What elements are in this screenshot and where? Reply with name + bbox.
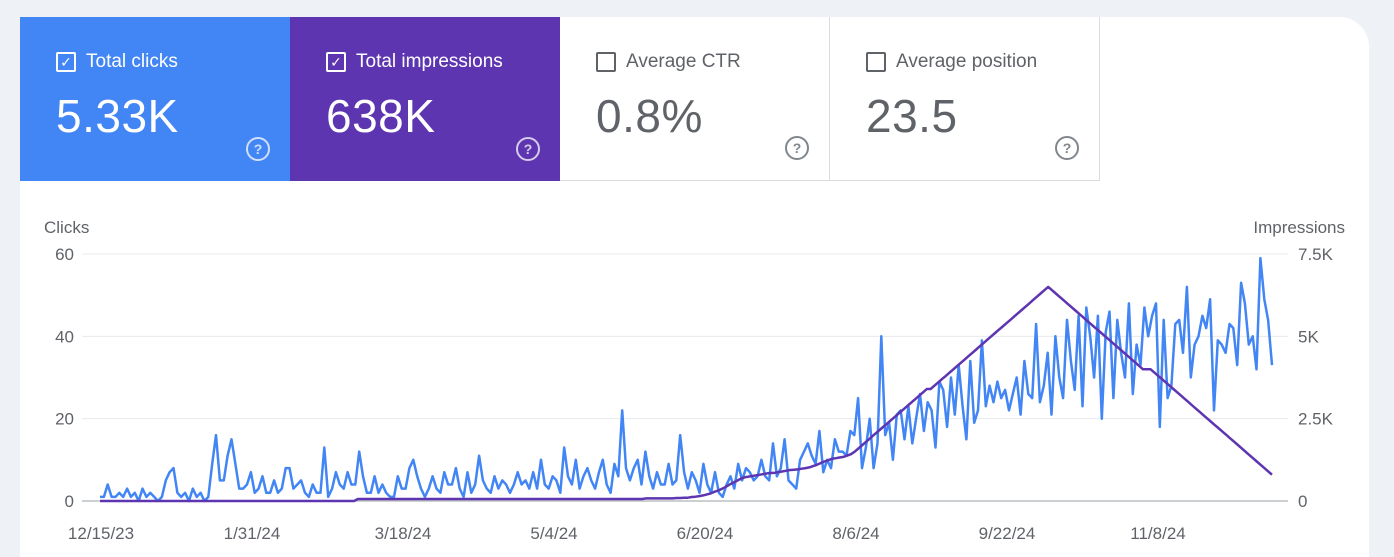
metric-card-total-clicks[interactable]: ✓ Total clicks 5.33K ? [20, 17, 290, 181]
checkbox-icon[interactable]: ✓ [56, 52, 76, 72]
help-circle-icon[interactable]: ? [246, 137, 270, 161]
right-axis-title: Impressions [1253, 218, 1345, 237]
x-axis-tick-label: 6/20/24 [677, 524, 734, 542]
checkbox-icon[interactable] [596, 52, 616, 72]
x-axis-tick-label: 9/22/24 [979, 524, 1036, 542]
x-axis-tick-label: 11/8/24 [1130, 524, 1185, 542]
left-axis-tick-label: 20 [55, 410, 74, 429]
card-label: Total clicks [86, 51, 178, 72]
left-axis-title: Clicks [44, 218, 89, 237]
x-axis-tick-label: 8/6/24 [832, 524, 879, 542]
left-axis-ticks: 0 20 40 60 [55, 245, 74, 511]
x-axis-tick-label: 12/15/23 [68, 524, 134, 542]
metric-card-average-position[interactable]: Average position 23.5 ? [830, 17, 1100, 181]
metric-card-total-impressions[interactable]: ✓ Total impressions 638K ? [290, 17, 560, 181]
clicks-series-line[interactable] [100, 256, 1274, 503]
x-axis-tick-label: 1/31/24 [224, 524, 281, 542]
card-header: Average position [866, 51, 1063, 73]
performance-panel: ✓ Total clicks 5.33K ? ✓ Total impressio… [20, 17, 1369, 557]
card-header: Average CTR [596, 51, 793, 73]
x-axis-tick-label: 5/4/24 [530, 524, 577, 542]
card-label: Average position [896, 51, 1038, 72]
series-lines[interactable] [100, 256, 1274, 503]
checkbox-check-icon: ✓ [330, 54, 342, 70]
card-label: Total impressions [356, 51, 503, 72]
left-axis-tick-label: 60 [55, 245, 74, 264]
grid [82, 253, 1288, 502]
card-value: 23.5 [866, 90, 958, 142]
help-circle-icon[interactable]: ? [516, 137, 540, 161]
right-axis-tick-label: 5K [1298, 327, 1319, 346]
metric-cards: ✓ Total clicks 5.33K ? ✓ Total impressio… [20, 17, 1100, 181]
x-axis-tick-label: 3/18/24 [375, 524, 432, 542]
card-value: 638K [326, 90, 436, 142]
left-axis-tick-label: 40 [55, 327, 74, 346]
checkbox-check-icon: ✓ [60, 54, 72, 70]
help-circle-icon[interactable]: ? [1055, 136, 1079, 160]
card-header: ✓ Total impressions [326, 51, 524, 73]
card-value: 5.33K [56, 90, 179, 142]
impressions-series-line[interactable] [100, 285, 1273, 503]
card-value: 0.8% [596, 90, 703, 142]
performance-chart[interactable]: Clicks Impressions 0 20 40 60 0 2.5K 5K 7.5K 1… [20, 17, 1369, 542]
right-axis-tick-label: 2.5K [1298, 410, 1334, 429]
checkbox-icon[interactable] [866, 52, 886, 72]
right-axis-tick-label: 0 [1298, 492, 1307, 511]
right-axis-ticks: 0 2.5K 5K 7.5K [1298, 245, 1334, 511]
card-label: Average CTR [626, 51, 741, 72]
checkbox-icon[interactable]: ✓ [326, 52, 346, 72]
metric-card-average-ctr[interactable]: Average CTR 0.8% ? [560, 17, 830, 181]
x-axis-ticks: 12/15/23 1/31/24 3/18/24 5/4/24 6/20/24 8/6/2… [68, 524, 1186, 542]
left-axis-tick-label: 0 [65, 492, 74, 511]
help-circle-icon[interactable]: ? [785, 136, 809, 160]
right-axis-tick-label: 7.5K [1298, 245, 1334, 264]
card-header: ✓ Total clicks [56, 51, 254, 73]
